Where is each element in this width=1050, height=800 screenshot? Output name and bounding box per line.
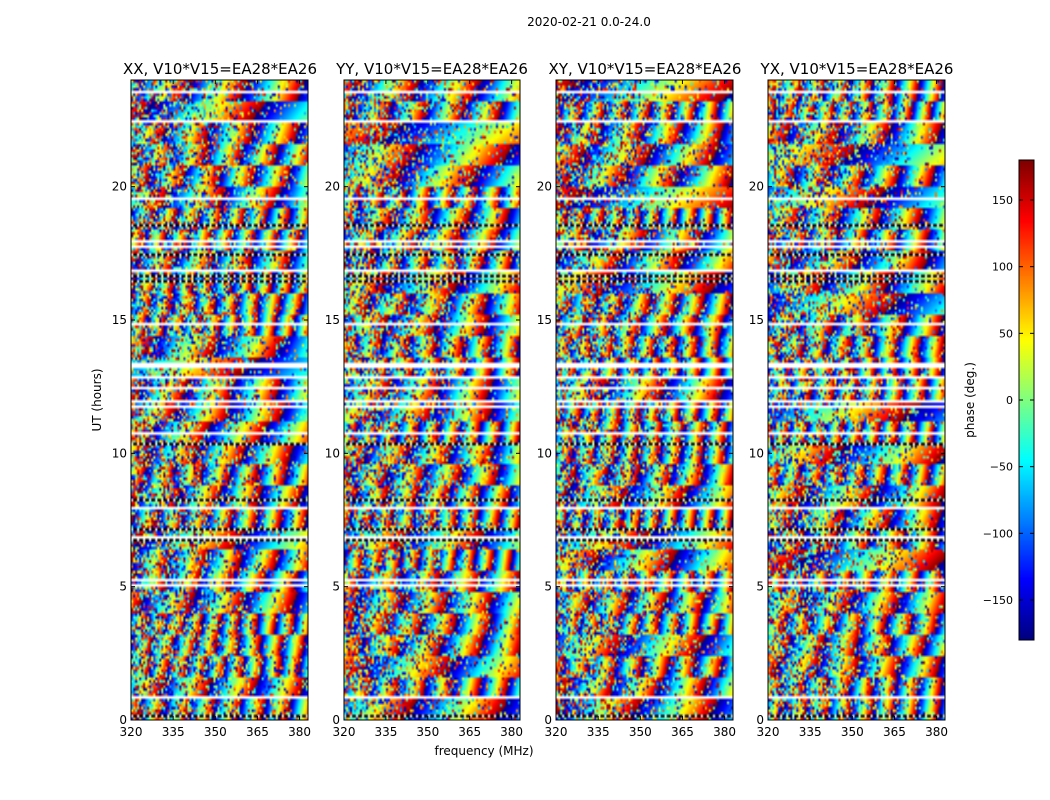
y-tick-label: 0 bbox=[756, 713, 764, 727]
colorbar-tick-label: 50 bbox=[999, 327, 1013, 340]
heatmap-xy bbox=[556, 80, 733, 720]
y-tick-label: 15 bbox=[537, 313, 552, 327]
x-tick-label: 335 bbox=[587, 725, 610, 739]
panel-xx: XX, V10*V15=EA28*EA26 320 335 350 365 380 0 5… bbox=[112, 60, 317, 739]
colorbar-gradient bbox=[1019, 160, 1034, 640]
x-tick-label: 365 bbox=[458, 725, 481, 739]
y-tick-label: 10 bbox=[112, 446, 127, 460]
x-tick-label: 320 bbox=[120, 725, 143, 739]
panel-xy: XY, V10*V15=EA28*EA26 320 335 350 365 380 0 5… bbox=[537, 60, 742, 739]
y-ticks-xy: 0 5 10 15 20 bbox=[537, 180, 733, 727]
x-tick-label: 350 bbox=[841, 725, 864, 739]
x-axis-label: frequency (MHz) bbox=[434, 744, 533, 758]
x-tick-label: 320 bbox=[757, 725, 780, 739]
y-tick-label: 20 bbox=[749, 180, 764, 194]
axes-frame-yy bbox=[343, 79, 521, 721]
x-tick-label: 350 bbox=[416, 725, 439, 739]
y-tick-label: 20 bbox=[112, 180, 127, 194]
x-tick-label: 335 bbox=[374, 725, 397, 739]
colorbar-tick-label: −150 bbox=[983, 594, 1013, 607]
x-ticks-xx: 320 335 350 365 380 bbox=[120, 80, 311, 739]
y-tick-label: 0 bbox=[332, 713, 340, 727]
colorbar-tick-label: 0 bbox=[1006, 394, 1013, 407]
x-tick-label: 365 bbox=[883, 725, 906, 739]
figure-suptitle: 2020-02-21 0.0-24.0 bbox=[527, 15, 651, 29]
colorbar-label: phase (deg.) bbox=[963, 362, 977, 438]
x-tick-label: 380 bbox=[500, 725, 523, 739]
x-tick-label: 320 bbox=[545, 725, 568, 739]
colorbar-tick-label: 100 bbox=[992, 261, 1013, 274]
y-tick-label: 20 bbox=[325, 180, 340, 194]
y-tick-label: 0 bbox=[544, 713, 552, 727]
x-tick-label: 350 bbox=[204, 725, 227, 739]
y-tick-label: 5 bbox=[544, 580, 552, 594]
x-ticks-yy: 320 335 350 365 380 bbox=[333, 80, 523, 739]
colorbar-tick-label: −50 bbox=[990, 461, 1013, 474]
axes-frame-xy bbox=[555, 79, 734, 721]
y-ticks-yx: 0 5 10 15 20 bbox=[749, 180, 945, 727]
x-ticks-xy: 320 335 350 365 380 bbox=[545, 80, 736, 739]
y-tick-label: 15 bbox=[749, 313, 764, 327]
colorbar-ticks: −150 −100 −50 0 50 100 150 bbox=[983, 194, 1034, 607]
y-tick-label: 10 bbox=[325, 446, 340, 460]
y-ticks-xx: 0 5 10 15 20 bbox=[112, 180, 308, 727]
panel-title-yy: YY, V10*V15=EA28*EA26 bbox=[335, 60, 528, 78]
y-axis-label: UT (hours) bbox=[90, 368, 104, 431]
heatmap-xx bbox=[131, 80, 308, 720]
y-tick-label: 10 bbox=[749, 446, 764, 460]
y-tick-label: 5 bbox=[332, 580, 340, 594]
y-tick-label: 15 bbox=[112, 313, 127, 327]
colorbar-tick-label: 150 bbox=[992, 194, 1013, 207]
y-tick-label: 10 bbox=[537, 446, 552, 460]
x-tick-label: 380 bbox=[713, 725, 736, 739]
x-tick-label: 380 bbox=[925, 725, 948, 739]
heatmap-yy bbox=[344, 80, 520, 720]
y-tick-label: 15 bbox=[325, 313, 340, 327]
panel-title-yx: YX, V10*V15=EA28*EA26 bbox=[760, 60, 954, 78]
y-tick-label: 5 bbox=[756, 580, 764, 594]
panel-title-xy: XY, V10*V15=EA28*EA26 bbox=[549, 60, 742, 78]
axes-frame-xx bbox=[130, 79, 309, 721]
x-tick-label: 380 bbox=[288, 725, 311, 739]
x-tick-label: 335 bbox=[162, 725, 185, 739]
heatmap-yx bbox=[768, 80, 945, 720]
y-tick-label: 20 bbox=[537, 180, 552, 194]
x-tick-label: 320 bbox=[333, 725, 356, 739]
panel-yy: YY, V10*V15=EA28*EA26 320 335 350 365 380 0 5… bbox=[325, 60, 528, 739]
x-tick-label: 365 bbox=[671, 725, 694, 739]
x-ticks-yx: 320 335 350 365 380 bbox=[757, 80, 948, 739]
x-tick-label: 350 bbox=[629, 725, 652, 739]
y-ticks-yy: 0 5 10 15 20 bbox=[325, 180, 520, 727]
panel-title-xx: XX, V10*V15=EA28*EA26 bbox=[123, 60, 317, 78]
x-tick-label: 365 bbox=[246, 725, 269, 739]
axes-frame-yx bbox=[767, 79, 946, 721]
y-tick-label: 0 bbox=[119, 713, 127, 727]
colorbar-tick-label: −100 bbox=[983, 527, 1013, 540]
x-tick-label: 335 bbox=[799, 725, 822, 739]
colorbar: −150 −100 −50 0 50 100 150 phase (deg.) bbox=[963, 159, 1035, 641]
y-tick-label: 5 bbox=[119, 580, 127, 594]
panel-yx: YX, V10*V15=EA28*EA26 320 335 350 365 380 0 5… bbox=[749, 60, 954, 739]
